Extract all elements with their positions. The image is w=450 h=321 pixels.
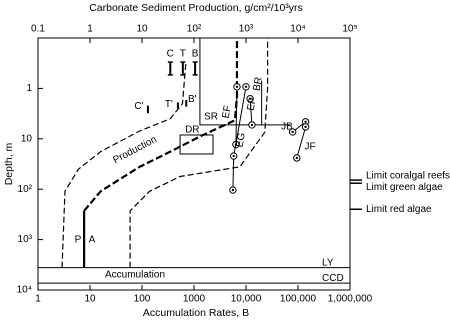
point	[295, 156, 299, 160]
range-label: T'	[165, 99, 173, 110]
x-tick-label: 10	[136, 24, 148, 35]
point	[231, 188, 235, 192]
limit-label: Limit coralgal reefs	[366, 171, 450, 182]
annotation: A	[89, 235, 96, 246]
annotation: Accumulation	[105, 270, 165, 281]
limit-label: Limit red algae	[366, 204, 432, 215]
x2-tick-label: 1,000,000	[328, 294, 373, 305]
x-tick-label: 10³	[239, 24, 254, 35]
y-tick-label: 1	[26, 83, 32, 94]
x2-tick-label: 1000	[183, 294, 206, 305]
x-tick-label: 10⁵	[342, 24, 357, 35]
series-line	[235, 86, 238, 145]
point	[244, 85, 248, 89]
box	[179, 134, 214, 155]
series-label: BR	[252, 76, 265, 92]
series-label: EP	[246, 96, 259, 111]
point	[304, 125, 307, 129]
x2-tick-label: 10,000	[231, 294, 262, 305]
box-label: DR	[185, 125, 199, 136]
y-tick-label: 10⁴	[17, 285, 32, 296]
series-label: EF	[221, 105, 234, 119]
x-tick-label: 1	[87, 24, 93, 35]
x2-tick-label: 100	[134, 294, 151, 305]
series-line	[129, 38, 269, 268]
range-label: B	[192, 49, 199, 60]
series-label: JF	[304, 142, 315, 153]
point	[232, 154, 235, 158]
range-label: C	[167, 49, 174, 60]
series-line	[296, 126, 307, 159]
x2-tick-label: 10	[84, 294, 96, 305]
series-label: JB	[281, 122, 293, 133]
x-tick-label: 0.1	[31, 24, 45, 35]
x-tick-label: 10⁴	[290, 24, 305, 35]
limit-label: Limit green algae	[366, 182, 443, 193]
point	[235, 85, 239, 89]
chart-title: Carbonate Sediment Production, g/cm²/10³…	[89, 2, 303, 14]
x2-tick-label: 100,000	[280, 294, 317, 305]
series-line	[249, 98, 253, 125]
y-tick-label: 10	[21, 133, 33, 144]
series-label: EG	[234, 132, 247, 148]
x-tick-label: 10²	[187, 24, 202, 35]
series-label: SR	[204, 112, 218, 123]
h-line-label: LY	[322, 257, 334, 268]
range-label: B'	[188, 94, 197, 105]
x2-tick-label: 1	[35, 294, 41, 305]
annotation: P	[75, 235, 82, 246]
y-axis-label: Depth, m	[3, 142, 15, 185]
h-line-label: CCD	[322, 273, 344, 284]
y-tick-label: 10³	[18, 234, 33, 245]
point	[291, 130, 294, 134]
y-tick-label: 10²	[18, 184, 33, 195]
point	[304, 120, 307, 124]
x-axis-label: Accumulation Rates, B	[143, 307, 249, 319]
series-line	[199, 38, 290, 126]
range-label: C'	[134, 101, 143, 112]
point	[250, 123, 254, 127]
point	[248, 97, 252, 100]
range-label: T	[180, 49, 186, 60]
